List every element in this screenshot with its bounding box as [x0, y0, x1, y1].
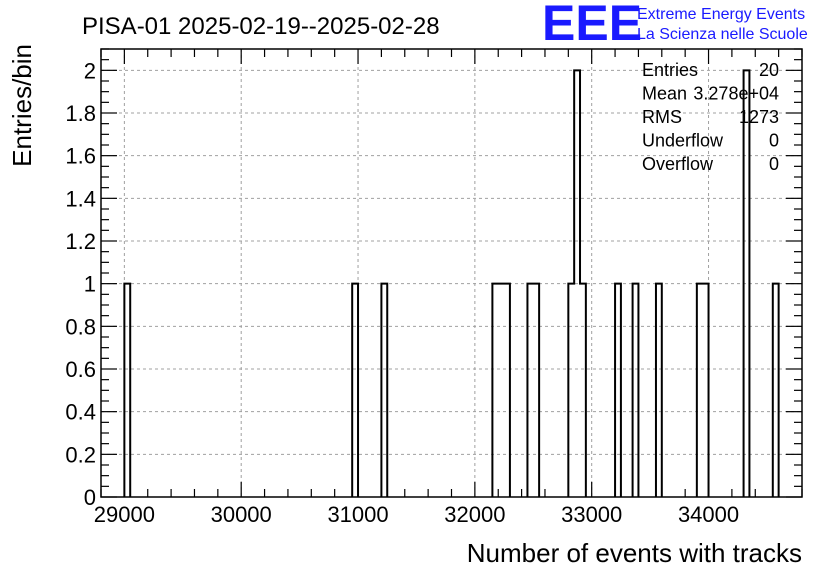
x-axis-title: Number of events with tracks — [467, 538, 802, 568]
x-tick-label-0: 29000 — [94, 502, 155, 527]
y-tick-label-1: 0.2 — [65, 442, 96, 467]
y-tick-label-8: 1.6 — [65, 144, 96, 169]
eee-logo: EEE Extreme Energy Events La Scienza nel… — [542, 0, 808, 51]
grid — [101, 49, 802, 497]
y-tick-labels: 0 0.2 0.4 0.6 0.8 1 1.2 1.4 1.6 1.8 2 — [65, 58, 96, 510]
eee-logo-mark: EEE — [542, 0, 642, 51]
eee-logo-line1: Extreme Energy Events — [637, 6, 805, 23]
x-tick-label-5: 34000 — [678, 502, 739, 527]
y-tick-label-9: 1.8 — [65, 101, 96, 126]
stats-label-rms: RMS — [642, 107, 682, 127]
stats-label-underflow: Underflow — [642, 131, 724, 151]
x-tick-label-4: 33000 — [561, 502, 622, 527]
stats-label-entries: Entries — [642, 60, 698, 80]
chart-title: PISA-01 2025-02-19--2025-02-28 — [82, 13, 440, 40]
y-tick-label-10: 2 — [84, 58, 96, 83]
x-tick-labels: 29000 30000 31000 32000 33000 34000 — [94, 502, 739, 527]
x-tick-label-3: 32000 — [444, 502, 505, 527]
stats-label-overflow: Overflow — [642, 154, 714, 174]
x-tick-label-1: 30000 — [211, 502, 272, 527]
stats-value-mean: 3.278e+04 — [693, 84, 779, 104]
stats-value-overflow: 0 — [769, 154, 779, 174]
stats-value-entries: 20 — [759, 60, 779, 80]
histogram-outline — [123, 69, 780, 497]
eee-logo-line2: La Scienza nelle Scuole — [637, 26, 808, 43]
y-tick-label-5: 1 — [84, 272, 96, 297]
axis-ticks — [100, 48, 803, 498]
y-axis-title: Entries/bin — [7, 44, 37, 167]
stats-box: Entries 20 Mean 3.278e+04 RMS 1273 Underflow 0 O… — [642, 60, 779, 174]
histogram-bin-4 — [498, 284, 504, 497]
stats-label-mean: Mean — [642, 84, 687, 104]
y-tick-label-6: 1.2 — [65, 229, 96, 254]
y-tick-label-3: 0.6 — [65, 357, 96, 382]
y-tick-label-4: 0.8 — [65, 314, 96, 339]
y-tick-label-0: 0 — [84, 485, 96, 510]
y-tick-label-7: 1.4 — [65, 186, 96, 211]
x-tick-label-2: 31000 — [327, 502, 388, 527]
stats-value-rms: 1273 — [739, 107, 779, 127]
stats-value-underflow: 0 — [769, 131, 779, 151]
y-tick-label-2: 0.4 — [65, 400, 96, 425]
